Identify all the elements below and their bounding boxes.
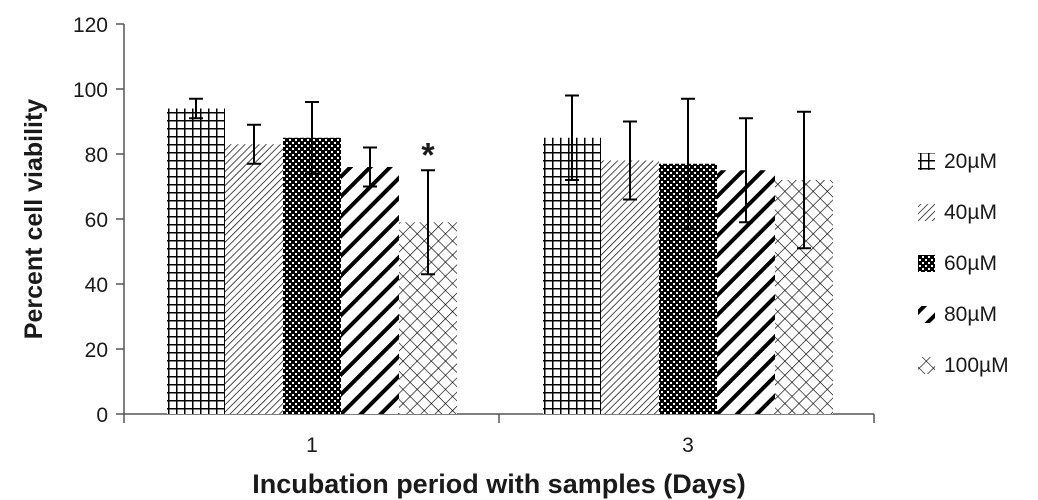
significance-annotation: * (421, 136, 435, 174)
legend-swatch (918, 204, 935, 221)
bar (601, 160, 659, 414)
bars-group (167, 94, 833, 414)
bar (283, 137, 341, 414)
x-tick-label: 1 (306, 434, 318, 457)
y-tick-label: 40 (85, 274, 108, 297)
legend-swatch (918, 306, 935, 323)
y-tick-label: 60 (85, 209, 108, 232)
x-axis-title: Incubation period with samples (Days) (252, 469, 746, 499)
legend-label: 100µM (944, 354, 1009, 377)
legend-label: 80µM (944, 303, 997, 326)
bar (543, 137, 601, 414)
y-tick-label: 80 (85, 144, 108, 167)
legend-swatch (918, 255, 935, 272)
x-tick-label: 3 (682, 434, 694, 457)
y-axis-ticks: 0 20 40 60 80 100 120 (73, 14, 124, 427)
legend-label: 60µM (944, 252, 997, 275)
legend-swatch (918, 357, 935, 374)
bar (341, 167, 399, 414)
legend-label: 40µM (944, 201, 997, 224)
bar (225, 144, 283, 414)
y-tick-label: 0 (96, 404, 108, 427)
legend: 20µM 40µM 60µM 80µM 100µM (918, 150, 1009, 377)
legend-label: 20µM (944, 150, 997, 173)
annotations-group: * (421, 136, 435, 174)
legend-swatch (918, 153, 935, 170)
y-tick-label: 100 (73, 79, 108, 102)
y-tick-label: 20 (85, 339, 108, 362)
y-axis-title: Percent cell viability (20, 99, 48, 339)
y-tick-label: 120 (73, 14, 108, 37)
bar (167, 108, 225, 414)
